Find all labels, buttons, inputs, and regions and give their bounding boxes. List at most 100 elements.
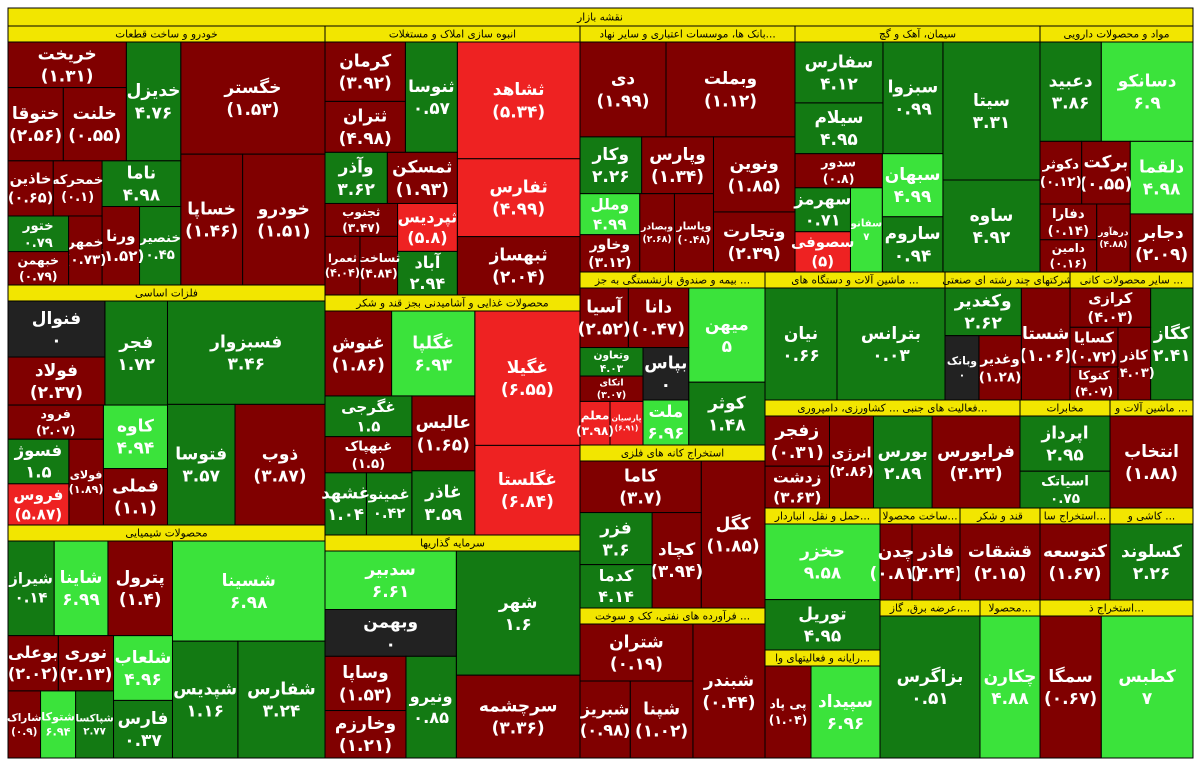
tile-name: ورنا <box>106 227 135 245</box>
tile: خمحرکه (۰.۱) <box>52 160 103 217</box>
tile-value: ۲.۹۴ <box>410 274 446 293</box>
tile-name: خساپا <box>187 199 236 219</box>
tile-value: (۱.۵۲) <box>97 247 144 265</box>
tile: وخارزم(۱.۲۱) <box>324 710 407 759</box>
tile-name: شپنا <box>643 699 680 719</box>
sector-title: ماشین آلات و ... <box>1114 402 1188 415</box>
tile-value: ۴.۹۴ <box>117 439 155 459</box>
tile-value: (۳.۳۶) <box>492 719 545 739</box>
tile-rect <box>712 136 796 213</box>
tile-value: ۱.۵ <box>356 417 380 435</box>
tile: پترول(۱.۴) <box>107 540 173 637</box>
tile-rect <box>386 151 458 204</box>
tile-value: ۶.۹۸ <box>230 593 268 613</box>
tile: ذوب (۳.۸۷) <box>234 403 326 526</box>
tile-name: شپاکسا <box>75 713 113 724</box>
tile-name: وپارس <box>649 145 706 165</box>
tile: کتوکا (۴.۰۷) <box>1069 366 1119 401</box>
tile-name: غنوش <box>332 333 385 353</box>
tile-name: وتجارت <box>723 222 785 242</box>
tile: کرازی (۴.۰۳) <box>1069 287 1152 328</box>
tile-value: ۰.۶۶ <box>782 346 820 366</box>
tile: وپارس(۱.۳۴) <box>641 136 714 195</box>
tile-value: ۰.۴۲ <box>373 505 405 522</box>
tile-value: (۱.۸۵) <box>707 536 760 556</box>
tile-name: کاذر <box>1120 349 1148 364</box>
tile-name: ثعمرا <box>328 252 357 265</box>
tile-rect <box>764 599 881 651</box>
tile-rect <box>828 415 874 509</box>
tile: ثپردیس(۵.۸) <box>397 202 458 252</box>
tile-value: (۴.۸۸) <box>1099 240 1127 250</box>
tile-name: شبندر <box>703 671 754 691</box>
tile-rect <box>324 710 407 759</box>
tile-name: نوری <box>65 643 107 663</box>
tile-name: ونیرو <box>409 687 453 706</box>
tile-rect <box>405 655 457 759</box>
tile-name: غمینو <box>368 486 410 503</box>
tile-rect <box>1069 326 1119 368</box>
tile-name: سرچشمه <box>479 696 558 716</box>
tile-value: ۹.۵۸ <box>804 564 842 584</box>
tile-name: خگستر <box>223 77 281 98</box>
tile-rect <box>879 523 913 601</box>
tile: شپنا(۱.۰۲) <box>629 680 694 759</box>
tile-name: وخارزم <box>335 714 396 734</box>
tile-value: (۲.۰۹) <box>1135 245 1188 265</box>
tile: کگل(۱.۸۵) <box>700 460 766 609</box>
tile-rect <box>692 623 766 759</box>
tile-rect <box>1020 287 1071 401</box>
tile-rect <box>959 523 1041 601</box>
tile: پارسیان(۶.۹۱) <box>609 400 644 446</box>
tile: ملت ۶.۹۶ <box>642 399 690 446</box>
tile-name: ونوین <box>730 154 779 174</box>
tile-value: ۳.۸۶ <box>1052 94 1090 114</box>
tile-rect <box>1109 523 1194 601</box>
tile-name: فتوسا <box>175 444 227 464</box>
sector-title: مخابرات <box>1046 403 1083 415</box>
tile-value: ۰.۵۱ <box>911 689 949 709</box>
tile: دلقما ۴.۹۸ <box>1129 140 1194 215</box>
tile-value: ۴.۸۸ <box>991 689 1029 709</box>
tile-rect <box>53 540 109 637</box>
tile: وبصادر(۲.۶۸) <box>639 193 675 273</box>
tile-rect <box>609 400 644 446</box>
tile-rect <box>7 635 59 692</box>
tile-value: (۱.۰۲) <box>635 721 688 741</box>
tile-rect <box>579 512 653 566</box>
tile-name: خودرو <box>257 199 310 219</box>
tile-name: خاذین <box>10 171 52 188</box>
tile: نوری(۲.۱۳) <box>57 635 115 692</box>
tile: ثمسکن(۱.۹۳) <box>386 151 458 204</box>
tile: دکوثر (۰.۱۲) <box>1039 140 1083 205</box>
tile-rect <box>7 690 42 759</box>
tile-rect <box>944 287 1022 337</box>
tile-value: (۱.۳۴) <box>651 167 704 187</box>
tile-value: (۰.۱) <box>61 190 94 205</box>
tile-value: (۳.۸۷) <box>253 467 306 487</box>
tile-name: سیلام <box>814 108 863 128</box>
tile-value: (۰.۶۵) <box>8 190 53 207</box>
tile-name: چکارن <box>984 667 1037 687</box>
tile-name: سدبیر <box>364 560 415 580</box>
tile-rect <box>1129 140 1194 215</box>
tile-rect <box>324 655 407 712</box>
tile-name: خریخت <box>38 44 97 65</box>
tile-value: (۳.۹۴) <box>650 562 703 582</box>
tile-name: ثمسکن <box>392 158 452 178</box>
tile-value: (۴.۸۴) <box>360 267 398 281</box>
tile-name: میهن <box>705 315 749 335</box>
tile-name: حخزر <box>799 542 845 562</box>
tile: دامین(۰.۱۶) <box>1039 239 1098 273</box>
tile-rect <box>879 615 981 759</box>
tile-rect <box>1039 523 1111 601</box>
